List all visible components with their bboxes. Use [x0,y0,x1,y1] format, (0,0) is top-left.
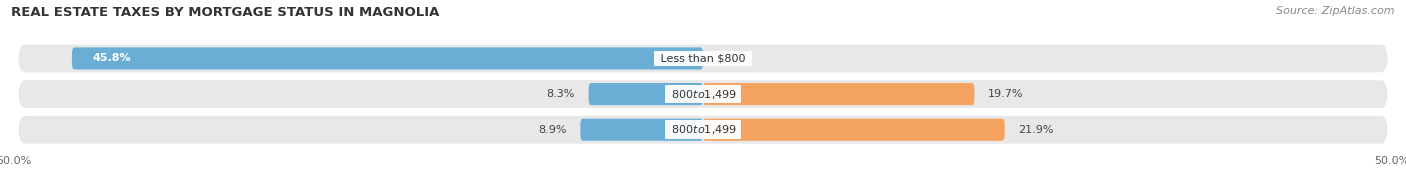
Text: 45.8%: 45.8% [93,54,131,64]
Text: $800 to $1,499: $800 to $1,499 [668,123,738,136]
FancyBboxPatch shape [703,119,1005,141]
FancyBboxPatch shape [72,47,703,70]
Text: 8.3%: 8.3% [547,89,575,99]
Text: Less than $800: Less than $800 [657,54,749,64]
Text: 21.9%: 21.9% [1018,125,1054,135]
FancyBboxPatch shape [703,83,974,105]
FancyBboxPatch shape [589,83,703,105]
Text: 0.0%: 0.0% [717,54,745,64]
Text: $800 to $1,499: $800 to $1,499 [668,88,738,101]
Text: 8.9%: 8.9% [538,125,567,135]
FancyBboxPatch shape [18,80,1388,108]
Text: 19.7%: 19.7% [988,89,1024,99]
Text: REAL ESTATE TAXES BY MORTGAGE STATUS IN MAGNOLIA: REAL ESTATE TAXES BY MORTGAGE STATUS IN … [11,6,440,19]
FancyBboxPatch shape [581,119,703,141]
FancyBboxPatch shape [18,44,1388,72]
FancyBboxPatch shape [18,116,1388,144]
Text: Source: ZipAtlas.com: Source: ZipAtlas.com [1277,6,1395,16]
